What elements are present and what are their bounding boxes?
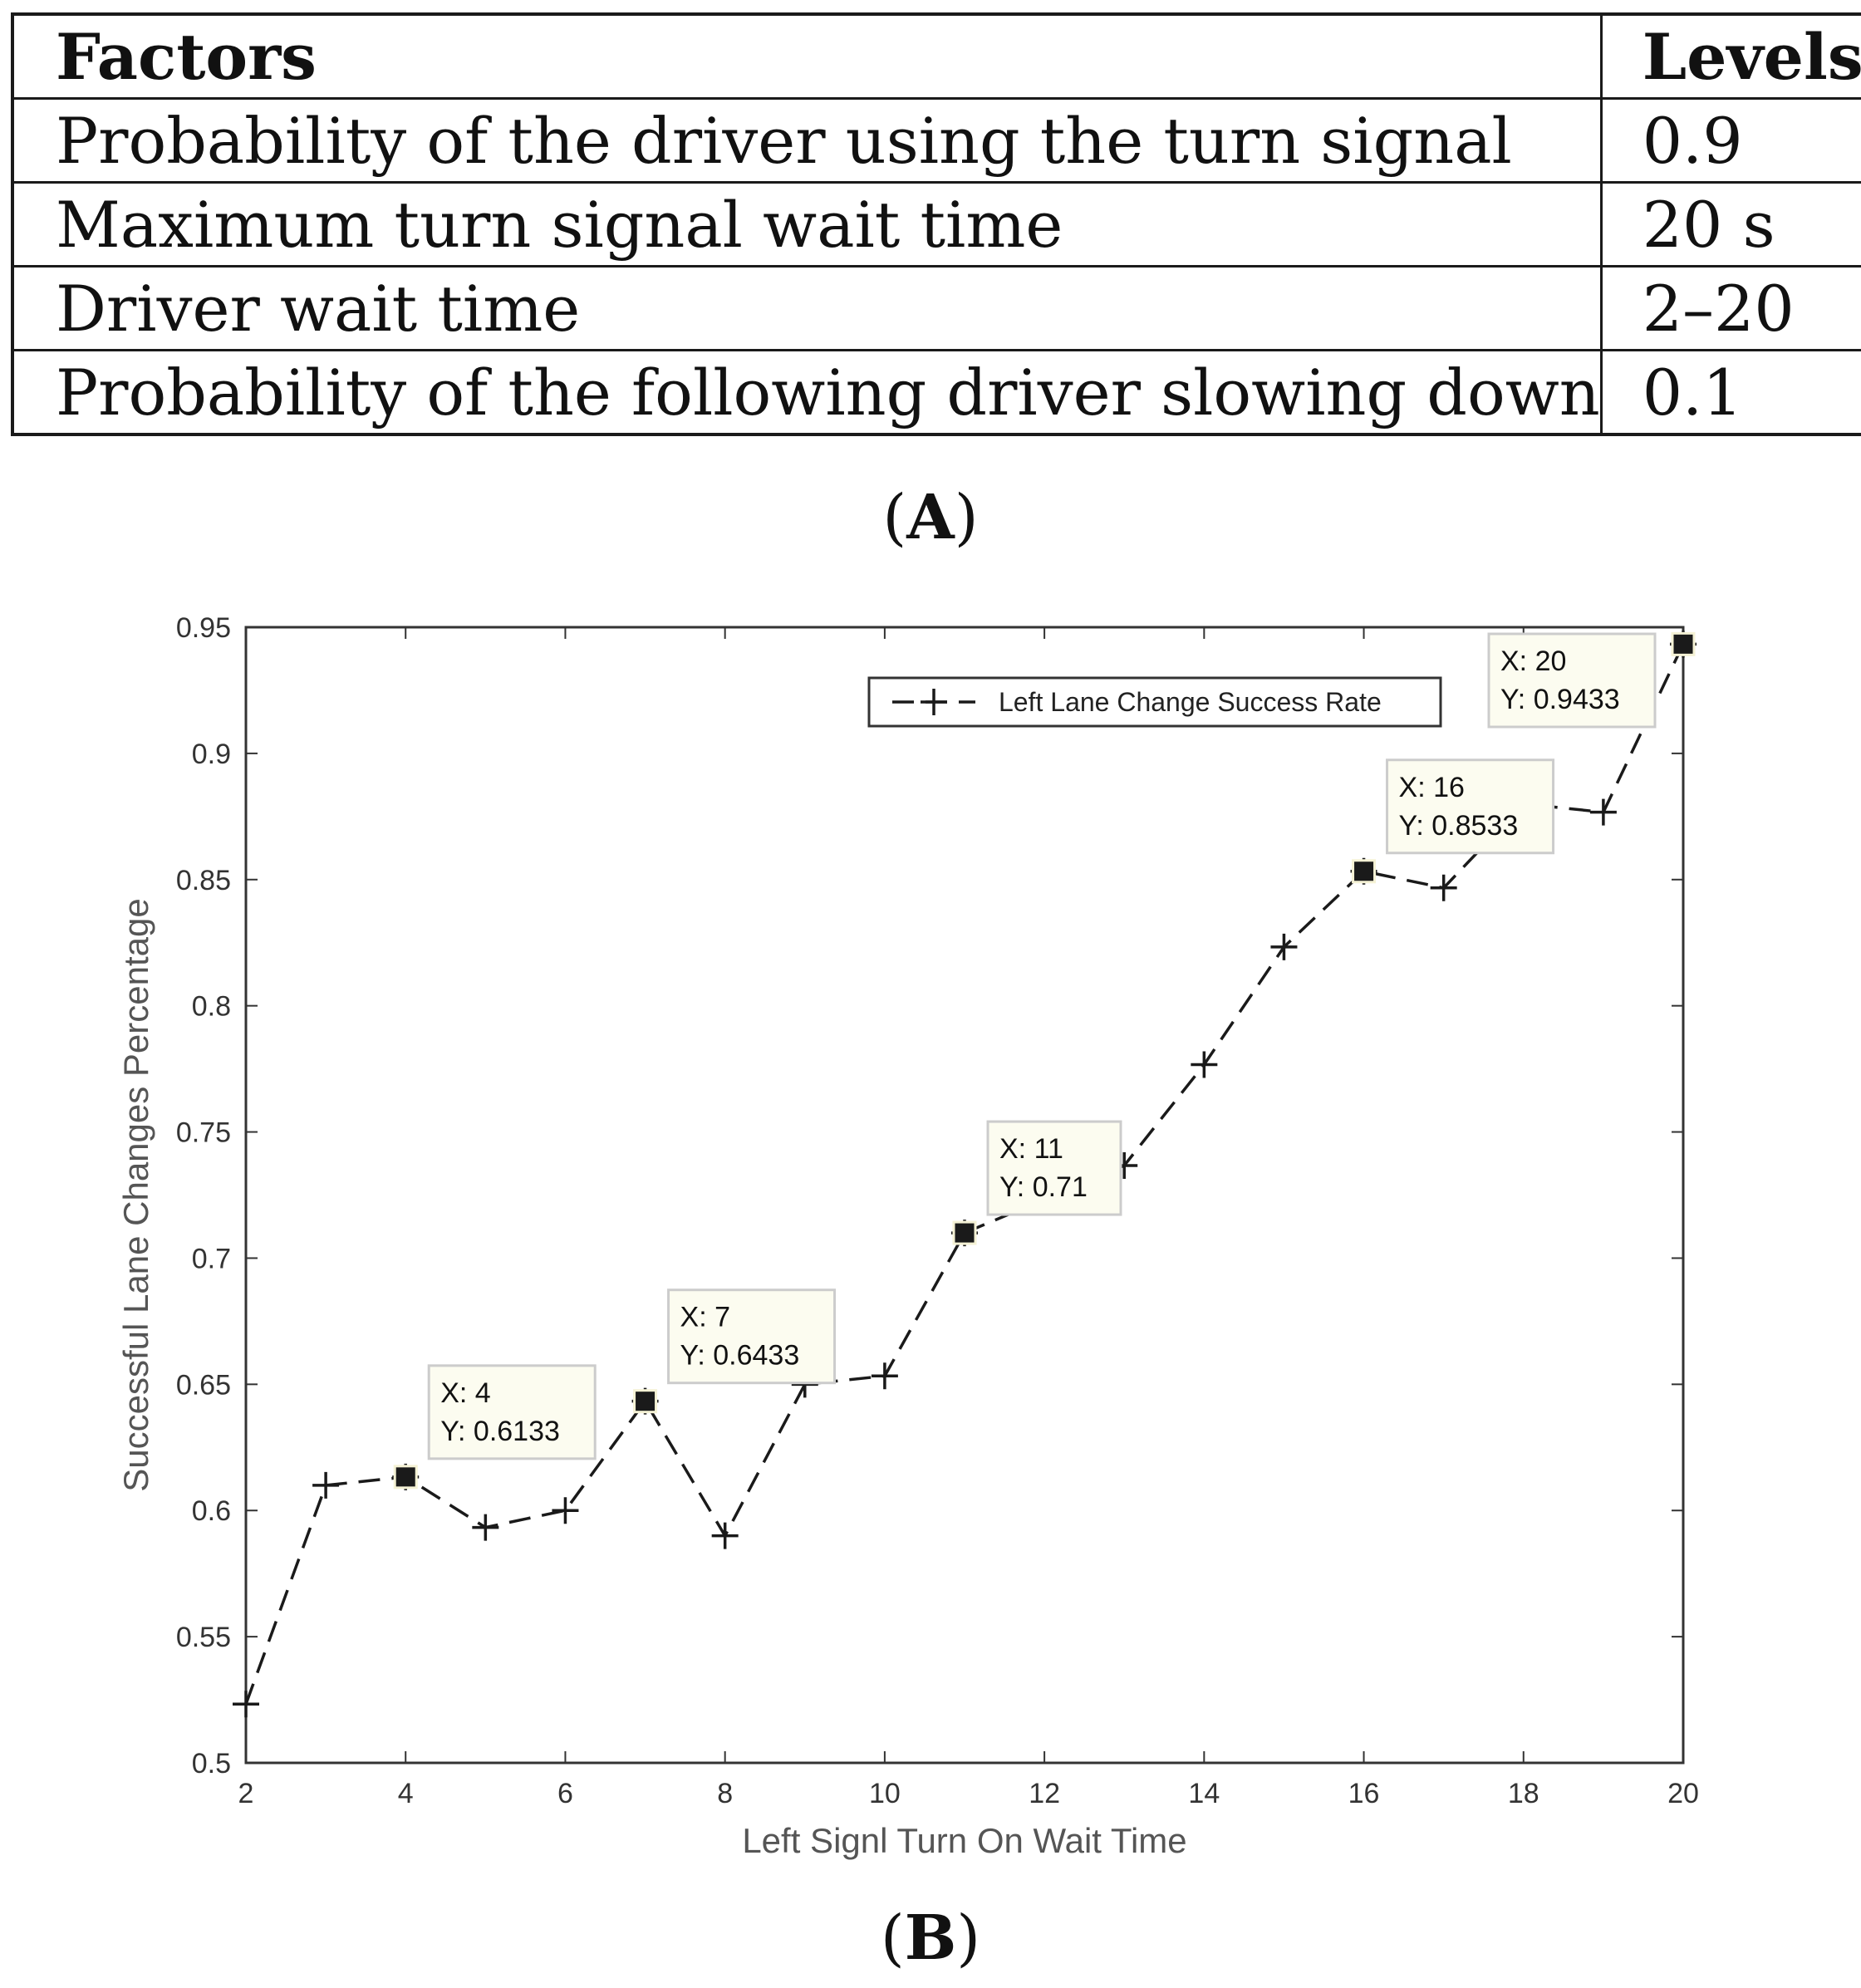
- x-tick-label: 10: [869, 1778, 901, 1809]
- level-cell: 2–20: [1599, 265, 1861, 351]
- data-point-marker: [1430, 874, 1457, 901]
- datatip-box: [1386, 758, 1555, 855]
- data-point-marker: [871, 1362, 898, 1390]
- y-tick-label: 0.7: [192, 1243, 231, 1274]
- x-axis-title: Left Signl Turn On Wait Time: [742, 1821, 1186, 1860]
- x-tick-label: 12: [1029, 1778, 1060, 1809]
- table-header-row: Factors Levels: [11, 12, 1861, 100]
- panel-b-close: ): [956, 1902, 981, 1974]
- legend-label: Left Lane Change Success Rate: [999, 687, 1382, 717]
- data-point-marker: [233, 1691, 259, 1718]
- data-point-marker: [1191, 1051, 1218, 1078]
- datatip-marker: [1671, 631, 1696, 656]
- header-levels: Levels: [1599, 12, 1861, 100]
- y-tick-label: 0.95: [176, 612, 231, 644]
- y-tick-label: 0.6: [192, 1495, 231, 1527]
- x-tick-label: 2: [238, 1778, 254, 1809]
- line-chart: 2 4 6 8 10 12 14 16 18 20 0.5 0.55 0.6 0.65 0.7 0.75 0.8…: [116, 612, 1699, 1860]
- datatip-box: [986, 1120, 1122, 1216]
- level-cell: 0.9: [1599, 97, 1861, 184]
- datatip-x: X: 20: [1500, 645, 1566, 677]
- y-tick-label: 0.65: [176, 1369, 231, 1401]
- level-cell: 20 s: [1599, 181, 1861, 268]
- table-row: Probability of the driver using the turn…: [11, 97, 1861, 184]
- panel-a-close: ): [954, 482, 979, 553]
- factor-cell: Probability of the following driver slow…: [11, 349, 1603, 436]
- x-tick-label: 16: [1348, 1778, 1380, 1809]
- datatip-box: [427, 1364, 597, 1460]
- x-tick-label: 4: [398, 1778, 414, 1809]
- y-tick-label: 0.85: [176, 865, 231, 896]
- y-tick-label: 0.75: [176, 1117, 231, 1149]
- panel-a-letter: A: [906, 482, 955, 553]
- datatip-marker: [393, 1465, 418, 1490]
- x-tick-label: 18: [1508, 1778, 1539, 1809]
- data-point-marker: [1589, 798, 1617, 826]
- y-tick-label: 0.8: [192, 991, 231, 1023]
- y-tick-label: 0.9: [192, 739, 231, 770]
- table-row: Maximum turn signal wait time 20 s: [11, 181, 1861, 268]
- table-row: Driver wait time 2–20: [11, 265, 1861, 351]
- x-tick-label: 8: [717, 1778, 733, 1809]
- x-tick-label: 20: [1667, 1778, 1699, 1809]
- datatip-x: X: 4: [440, 1377, 490, 1409]
- datatip-box: [1487, 632, 1657, 729]
- datatip-box: [667, 1289, 837, 1385]
- datatip-x: X: 11: [999, 1133, 1063, 1165]
- datatip-marker: [633, 1389, 658, 1414]
- datatip-marker: [1352, 859, 1377, 884]
- panel-b-letter: B: [904, 1902, 957, 1974]
- datatip-y: Y: 0.6433: [680, 1340, 800, 1372]
- factor-cell: Maximum turn signal wait time: [11, 181, 1603, 268]
- panel-label-a: (A): [0, 482, 1861, 553]
- y-axis-title: Successful Lane Changes Percentage: [116, 898, 155, 1491]
- datatip-x: X: 16: [1399, 772, 1465, 803]
- datatip-x: X: 7: [680, 1302, 730, 1333]
- data-point-marker: [711, 1522, 739, 1549]
- legend-marker-sample: [921, 689, 947, 715]
- data-point-marker: [552, 1497, 579, 1524]
- panel-b-open: (: [880, 1902, 905, 1974]
- datatip-y: Y: 0.9433: [1500, 684, 1620, 715]
- level-cell: 0.1: [1599, 349, 1861, 436]
- factor-cell: Driver wait time: [11, 265, 1603, 351]
- datatip-y: Y: 0.8533: [1399, 810, 1519, 842]
- factor-cell: Probability of the driver using the turn…: [11, 97, 1603, 184]
- panel-a-open: (: [882, 482, 907, 553]
- x-tick-label: 14: [1188, 1778, 1220, 1809]
- table-row: Probability of the following driver slow…: [11, 349, 1861, 436]
- panel-label-b: (B): [0, 1902, 1861, 1974]
- datatip-y: Y: 0.6133: [440, 1416, 560, 1447]
- data-point-marker: [312, 1471, 340, 1499]
- data-point-marker: [472, 1514, 499, 1541]
- datatip-marker: [952, 1220, 977, 1245]
- datatip-y: Y: 0.71: [999, 1171, 1088, 1203]
- factors-table: Factors Levels Probability of the driver…: [11, 12, 1861, 436]
- y-tick-label: 0.5: [192, 1748, 231, 1779]
- data-point-marker: [1270, 933, 1298, 960]
- x-tick-label: 6: [557, 1778, 573, 1809]
- header-factors: Factors: [11, 12, 1603, 100]
- y-tick-label: 0.55: [176, 1622, 231, 1653]
